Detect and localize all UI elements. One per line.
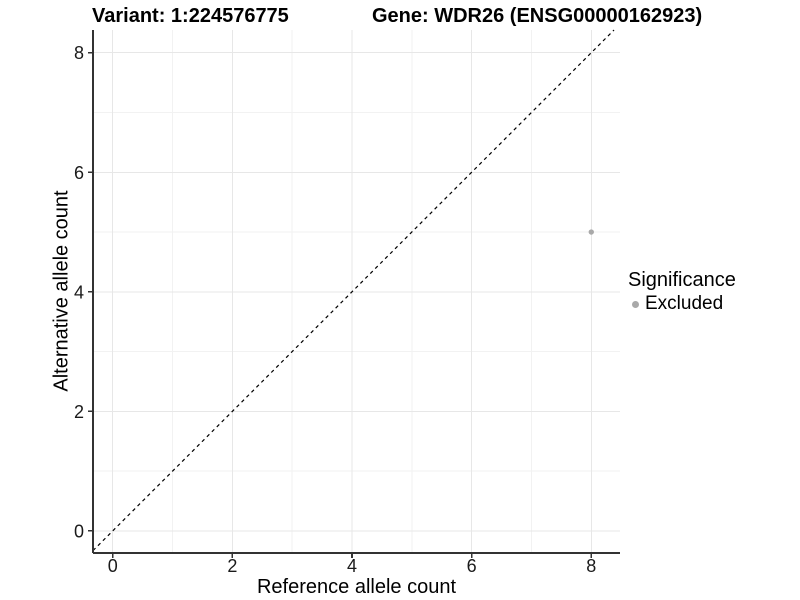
variant-title: Variant: 1:224576775 bbox=[92, 5, 289, 27]
x-tick-label: 6 bbox=[467, 556, 477, 576]
x-tick-label: 4 bbox=[347, 556, 357, 576]
y-tick-label: 0 bbox=[74, 521, 84, 541]
legend-label: Excluded bbox=[645, 293, 724, 314]
y-axis-title: Alternative allele count bbox=[50, 190, 73, 392]
legend-dot-icon bbox=[632, 300, 639, 308]
x-axis-title: Reference allele count bbox=[256, 576, 456, 598]
y-tick-label: 8 bbox=[74, 43, 84, 63]
legend-item-excluded: Excluded bbox=[628, 293, 736, 315]
y-tick-label: 6 bbox=[74, 163, 84, 183]
y-tick-label: 2 bbox=[74, 402, 84, 422]
data-point-excluded bbox=[588, 229, 594, 235]
x-tick-label: 0 bbox=[108, 556, 118, 576]
x-tick-label: 2 bbox=[227, 556, 237, 576]
legend: Significance Excluded bbox=[628, 268, 736, 315]
identity-reference-line bbox=[92, 29, 615, 552]
gene-title: Gene: WDR26 (ENSG00000162923) bbox=[372, 5, 703, 27]
legend-title: Significance bbox=[628, 269, 736, 291]
y-tick-label: 4 bbox=[74, 282, 84, 302]
x-tick-label: 8 bbox=[586, 556, 596, 576]
